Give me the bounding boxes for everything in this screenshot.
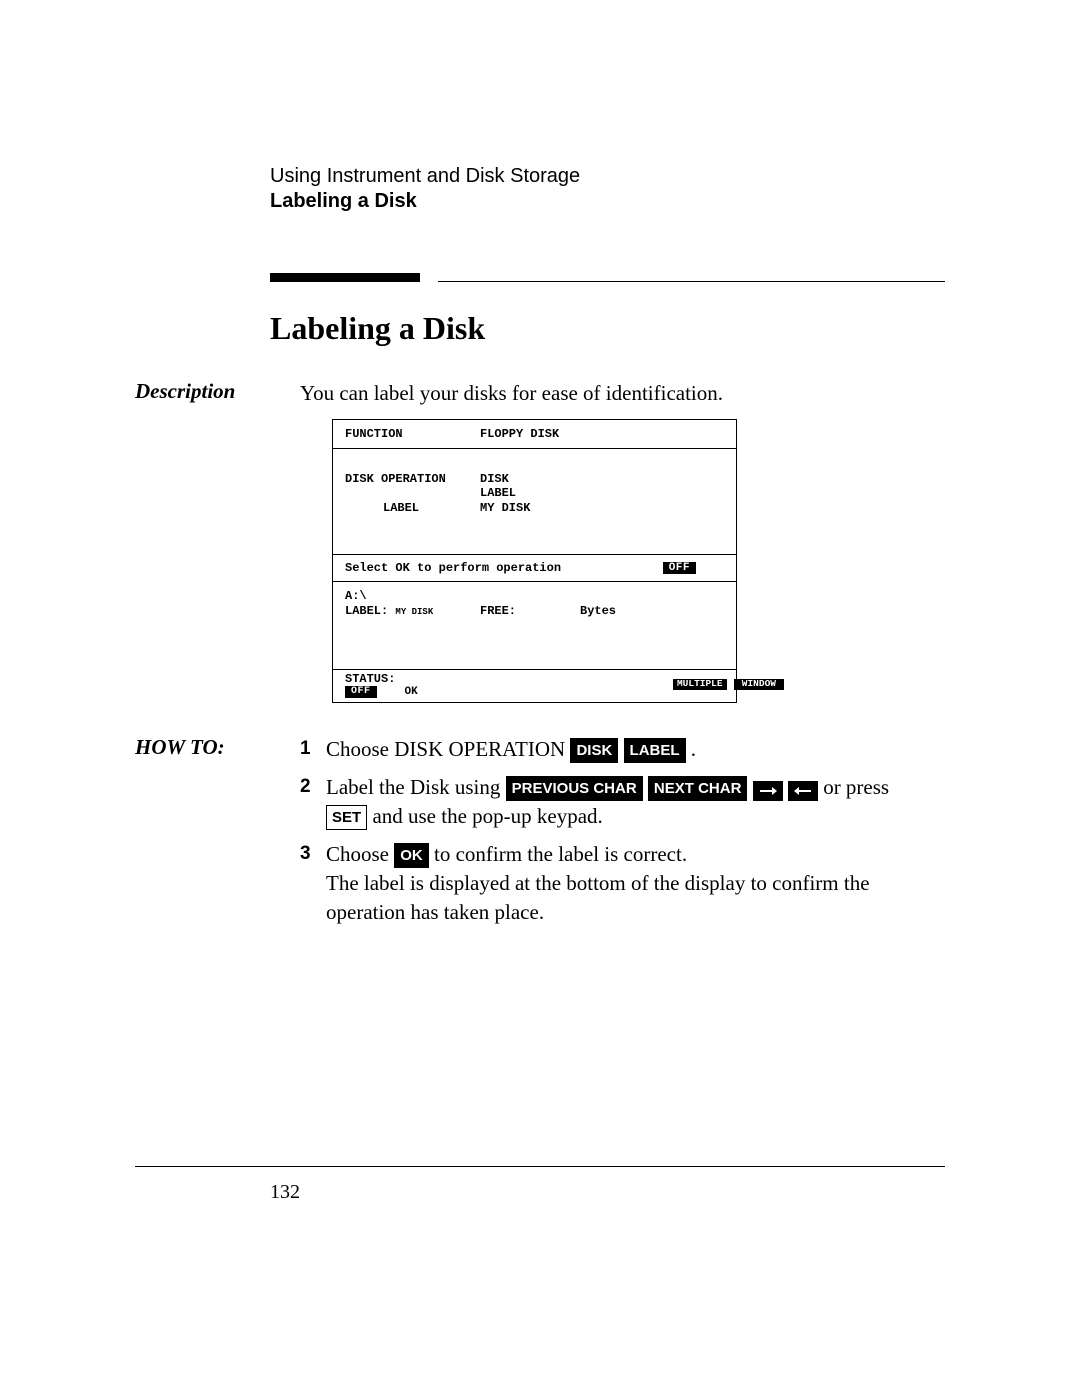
step-3: 3 Choose OK to confirm the label is corr… <box>300 840 945 928</box>
label-key: LABEL <box>624 738 686 763</box>
page-content: Using Instrument and Disk Storage Labeli… <box>135 165 945 1204</box>
scr-label-value: MY DISK <box>480 501 580 515</box>
scr-a-line: A:\ <box>345 589 480 603</box>
howto-block: HOW TO: 1 Choose DISK OPERATION DISK LAB… <box>135 735 945 935</box>
scr-free-label: FREE: <box>480 604 580 618</box>
step-3-num: 3 <box>300 840 326 928</box>
heading-rule <box>270 273 945 282</box>
scr-multiple-window: MULTIPLE WINDOW <box>673 676 784 690</box>
disk-key: DISK <box>570 738 618 763</box>
running-header: Using Instrument and Disk Storage Labeli… <box>270 165 945 213</box>
scr-multiple: MULTIPLE <box>673 679 727 689</box>
scr-function-value: FLOPPY DISK <box>480 427 580 441</box>
step-2-body: Label the Disk using PREVIOUS CHAR NEXT … <box>326 773 945 832</box>
step-1: 1 Choose DISK OPERATION DISK LABEL . <box>300 735 945 764</box>
scr-diskop-label: DISK OPERATION <box>345 472 480 500</box>
thick-rule <box>270 273 420 282</box>
prev-char-key: PREVIOUS CHAR <box>506 776 643 801</box>
next-char-key: NEXT CHAR <box>648 776 748 801</box>
scr-volume: A:\ LABEL: MY DISK FREE: Bytes <box>333 582 736 670</box>
step-3-body: Choose OK to confirm the label is correc… <box>326 840 945 928</box>
set-key: SET <box>326 805 367 830</box>
page-title: Labeling a Disk <box>270 310 945 347</box>
scr-function-label: FUNCTION <box>345 427 480 441</box>
section-name: Labeling a Disk <box>270 190 945 213</box>
step-1-post: . <box>686 737 697 761</box>
step-2-num: 2 <box>300 773 326 832</box>
scr-status: STATUS: OFF OK MULTIPLE WINDOW <box>333 670 736 702</box>
step-1-pre: Choose DISK OPERATION <box>326 737 570 761</box>
chapter-name: Using Instrument and Disk Storage <box>270 165 945 188</box>
description-row: Description You can label your disks for… <box>135 379 945 407</box>
step-2-mid: or press <box>823 775 889 799</box>
description-label: Description <box>135 379 300 407</box>
step-3-pre: Choose <box>326 842 394 866</box>
arrow-left-key <box>788 781 818 801</box>
scr-window: WINDOW <box>734 679 784 689</box>
description-text: You can label your disks for ease of ide… <box>300 379 723 407</box>
scr-function: FUNCTION FLOPPY DISK <box>333 420 736 449</box>
scr-select-text: Select OK to perform operation <box>345 561 561 575</box>
steps-list: 1 Choose DISK OPERATION DISK LABEL . 2 L… <box>300 735 945 935</box>
thin-rule <box>438 281 945 282</box>
scr-status-ok: OK <box>405 686 418 698</box>
arrow-right-key <box>753 781 783 801</box>
step-3-post: The label is displayed at the bottom of … <box>326 871 870 924</box>
step-2-pre: Label the Disk using <box>326 775 506 799</box>
scr-select-row: Select OK to perform operation OFF <box>333 555 736 582</box>
scr-label-line-k: LABEL: <box>345 604 388 618</box>
scr-diskop: DISK OPERATION DISK LABEL LABEL MY DISK <box>333 449 736 555</box>
page-number: 132 <box>270 1181 945 1204</box>
scr-diskop-v1: DISK <box>480 472 580 486</box>
scr-label-label: LABEL <box>345 501 480 515</box>
scr-off-badge: OFF <box>663 562 696 574</box>
scr-label-line-v: MY DISK <box>395 607 433 617</box>
step-1-body: Choose DISK OPERATION DISK LABEL . <box>326 735 945 764</box>
ok-key: OK <box>394 843 429 868</box>
instrument-screenshot: FUNCTION FLOPPY DISK DISK OPERATION DISK… <box>332 419 737 703</box>
step-2: 2 Label the Disk using PREVIOUS CHAR NEX… <box>300 773 945 832</box>
step-2-post: and use the pop-up keypad. <box>372 804 602 828</box>
scr-status-off: OFF <box>345 686 377 698</box>
scr-bytes-label: Bytes <box>580 604 670 618</box>
step-1-num: 1 <box>300 735 326 764</box>
footer-rule <box>135 1166 945 1167</box>
howto-label: HOW TO: <box>135 735 300 935</box>
step-3-mid: to confirm the label is correct. <box>434 842 687 866</box>
scr-status-label: STATUS: <box>345 672 724 686</box>
scr-diskop-v2: LABEL <box>480 486 580 500</box>
